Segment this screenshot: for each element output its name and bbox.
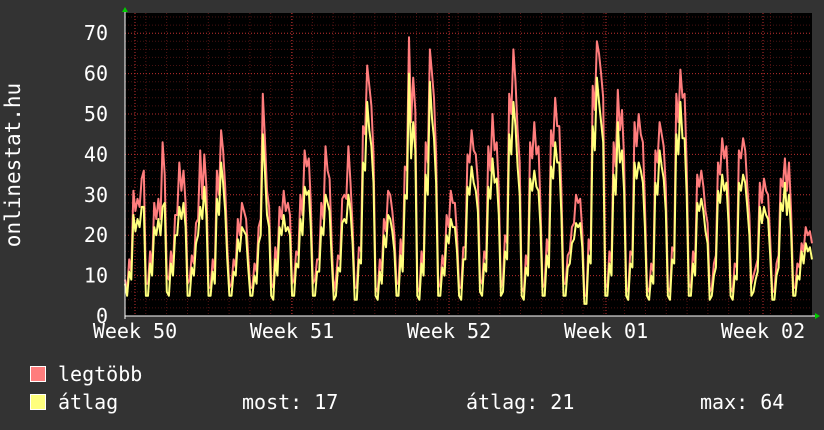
y-tick-label: 10 (84, 264, 108, 288)
legend-label-legtobb: legtöbb (58, 362, 143, 386)
y-tick-label: 60 (84, 62, 108, 86)
y-axis-arrow (122, 7, 128, 12)
legend-label-atlag: átlag (58, 390, 119, 414)
x-tick-label: Week 51 (250, 319, 334, 343)
x-tick-label: Week 02 (721, 319, 805, 343)
y-tick-label: 0 (96, 304, 108, 328)
legend-item-atlag: átlag (30, 390, 118, 414)
y-axis-label: onlinestat.hu (1, 83, 25, 247)
y-tick-label: 50 (84, 102, 108, 126)
legend-swatch-atlag (30, 394, 46, 410)
y-tick-label: 70 (84, 21, 108, 45)
legend-item-legtobb: legtöbb (30, 362, 142, 386)
plot-area (125, 13, 812, 316)
y-tick-label: 40 (84, 142, 108, 166)
x-tick-label: Week 50 (93, 319, 177, 343)
series-lines (124, 36, 813, 305)
x-tick-label: Week 52 (407, 319, 491, 343)
tick-labels: 0 10 20 30 40 50 60 70 Week 50 Week 51 Week 52 Week… (84, 21, 805, 343)
stat-most: most: 17 (242, 390, 339, 414)
series-line-legtobb (124, 36, 813, 297)
series-line-atlag (124, 72, 813, 305)
chart: 0 10 20 30 40 50 60 70 Week 50 Week 51 Week 52 Week… (1, 7, 820, 343)
y-tick-label: 20 (84, 223, 108, 247)
x-axis-arrow (815, 313, 820, 319)
legend-swatch-legtobb (30, 366, 46, 382)
stat-atlag: átlag: 21 (466, 390, 575, 414)
y-tick-label: 30 (84, 183, 108, 207)
stat-max: max: 64 (700, 390, 785, 414)
axes (122, 7, 820, 319)
x-tick-label: Week 01 (564, 319, 648, 343)
